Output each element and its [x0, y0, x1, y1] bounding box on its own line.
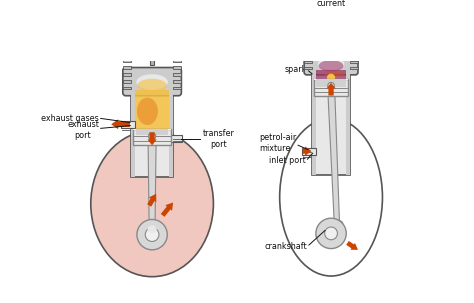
Bar — [135, 90, 169, 129]
Bar — [123, 60, 131, 62]
Bar — [173, 66, 181, 69]
Bar — [173, 60, 181, 62]
Bar — [133, 136, 171, 137]
Ellipse shape — [319, 60, 343, 72]
Bar — [314, 79, 348, 80]
Bar — [304, 55, 312, 57]
Bar — [133, 129, 171, 130]
Text: current: current — [317, 0, 346, 8]
Ellipse shape — [280, 118, 383, 276]
Text: exhaust
port: exhaust port — [67, 120, 99, 140]
Ellipse shape — [137, 74, 168, 90]
Ellipse shape — [147, 225, 156, 233]
Bar — [350, 48, 358, 51]
Circle shape — [137, 219, 167, 250]
Bar — [301, 148, 316, 155]
Circle shape — [148, 133, 155, 140]
Bar — [136, 129, 168, 135]
Bar — [304, 67, 312, 69]
Bar — [123, 80, 131, 82]
Polygon shape — [161, 202, 173, 217]
Bar — [131, 90, 173, 177]
Bar — [329, 36, 333, 48]
Polygon shape — [148, 136, 156, 227]
Ellipse shape — [331, 220, 343, 227]
Bar — [123, 73, 131, 76]
Text: spark: spark — [285, 65, 308, 74]
Bar — [304, 61, 312, 63]
Bar — [151, 49, 154, 52]
Bar — [169, 135, 182, 142]
Bar — [173, 87, 181, 89]
Bar — [304, 42, 312, 45]
Ellipse shape — [137, 79, 167, 92]
Bar — [350, 55, 358, 57]
Text: crankshaft: crankshaft — [264, 242, 307, 251]
Bar — [329, 33, 332, 36]
Bar — [314, 92, 348, 93]
Bar — [350, 61, 358, 63]
Polygon shape — [327, 17, 336, 28]
FancyBboxPatch shape — [304, 49, 358, 75]
Bar — [350, 67, 358, 69]
Bar — [346, 70, 350, 175]
Bar — [123, 66, 131, 69]
FancyBboxPatch shape — [123, 68, 182, 96]
Text: transfer
port: transfer port — [202, 129, 234, 148]
Circle shape — [328, 82, 334, 89]
Bar — [350, 42, 358, 45]
Polygon shape — [302, 146, 311, 156]
Polygon shape — [147, 132, 157, 145]
Bar — [169, 90, 173, 177]
Bar — [316, 70, 346, 79]
Bar — [314, 88, 348, 89]
Circle shape — [327, 74, 335, 82]
Text: petrol-air
mixture: petrol-air mixture — [260, 133, 297, 153]
Ellipse shape — [318, 58, 344, 70]
Bar — [131, 90, 135, 177]
Polygon shape — [328, 86, 339, 224]
Text: exhaust gases: exhaust gases — [41, 114, 99, 123]
Polygon shape — [111, 119, 130, 129]
Circle shape — [316, 218, 346, 248]
Ellipse shape — [146, 224, 158, 231]
Bar — [133, 141, 171, 142]
Bar — [123, 87, 131, 89]
Bar — [150, 52, 155, 65]
Polygon shape — [346, 241, 358, 250]
Circle shape — [145, 228, 159, 241]
Polygon shape — [327, 83, 336, 95]
Polygon shape — [147, 194, 156, 207]
Bar — [304, 48, 312, 51]
Ellipse shape — [324, 71, 345, 77]
Text: inlet port: inlet port — [270, 156, 306, 165]
Circle shape — [325, 227, 337, 240]
Bar — [120, 121, 135, 128]
Bar — [133, 129, 171, 145]
Bar — [312, 70, 350, 175]
Ellipse shape — [91, 131, 213, 277]
Bar — [173, 80, 181, 82]
Ellipse shape — [137, 98, 158, 125]
Bar — [304, 36, 312, 38]
Bar — [314, 79, 348, 96]
Bar — [317, 79, 346, 87]
Bar — [312, 70, 316, 175]
Bar — [173, 73, 181, 76]
Bar — [350, 36, 358, 38]
